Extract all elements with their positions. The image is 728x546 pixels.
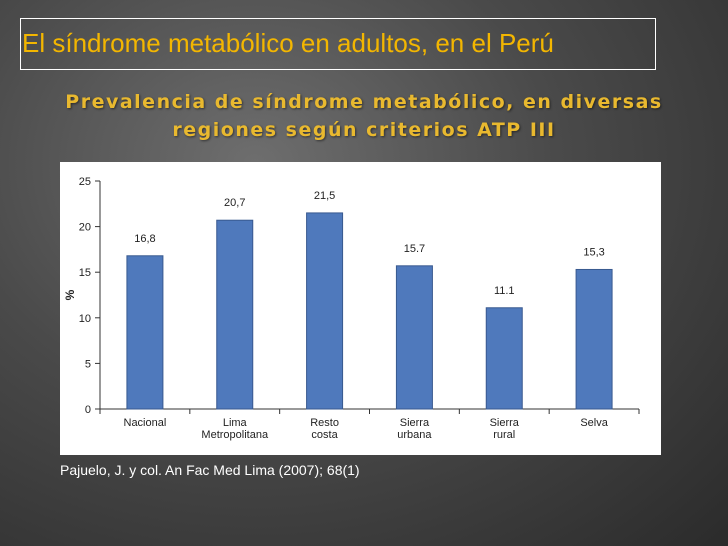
y-tick-label: 15 [79,267,91,279]
bar [126,255,164,410]
data-label: 15,3 [583,246,604,258]
chart-subtitle: Prevalencia de síndrome metabólico, en d… [0,88,728,144]
category-label: urbana [397,429,432,441]
chart-panel: 0 5 10 15 20 25% 16,8 Nacional 20,7 Lima Metropoli… [60,162,661,455]
category-label: Sierra [490,417,520,429]
category-label: Metropolitana [201,429,269,441]
data-label: 21,5 [314,190,335,202]
data-label: 20,7 [224,197,245,209]
bar [575,268,613,410]
y-tick-label: 5 [85,358,91,370]
y-tick-label: 25 [79,176,91,188]
bar [216,219,254,410]
bar [395,265,433,410]
category-label: Selva [580,417,608,429]
data-label: 15.7 [404,243,425,255]
y-tick-label: 0 [85,404,91,416]
category-label: Lima [223,417,248,429]
category-label: Nacional [124,417,167,429]
subtitle-line-2: regiones según criterios ATP III [172,119,556,141]
subtitle-line-1: Prevalencia de síndrome metabólico, en d… [65,91,663,113]
source-citation: Pajuelo, J. y col. An Fac Med Lima (2007… [60,462,360,478]
bar [485,307,523,410]
category-label: Resto [310,417,339,429]
data-label: 16,8 [134,233,155,245]
category-label: Sierra [400,417,430,429]
y-axis-label: % [63,289,77,300]
title-frame [20,18,656,70]
y-tick-label: 10 [79,313,91,325]
data-label: 11.1 [494,285,515,297]
slide-title: El síndrome metabólico en adultos, en el… [22,28,554,58]
y-tick-label: 20 [79,222,91,234]
bar [306,212,344,410]
category-label: rural [493,429,515,441]
category-label: costa [311,429,338,441]
bar-chart: 0 5 10 15 20 25% 16,8 Nacional 20,7 LimaMetropoli… [63,176,640,441]
